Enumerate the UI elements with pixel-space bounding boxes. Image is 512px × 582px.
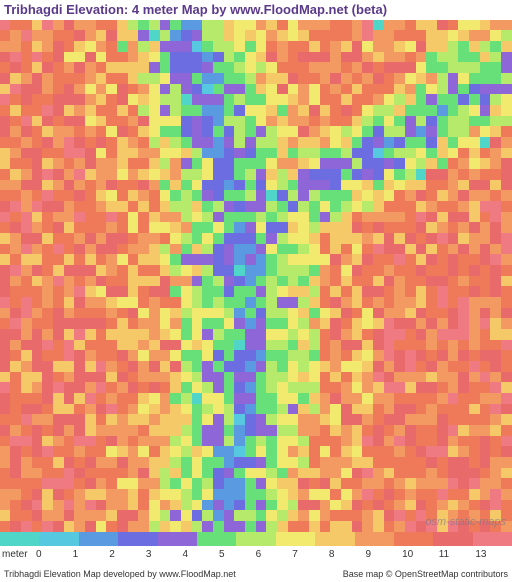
legend-bar — [0, 532, 512, 546]
legend-ticks: 0123456789101113 — [36, 549, 512, 560]
legend-tick: 10 — [402, 549, 439, 560]
legend-tick: 1 — [73, 549, 110, 560]
legend-tick: 8 — [329, 549, 366, 560]
legend-swatch — [118, 532, 157, 546]
legend-tick: 0 — [36, 549, 73, 560]
legend-swatch — [355, 532, 394, 546]
footer-left: Tribhagdi Elevation Map developed by www… — [4, 569, 236, 581]
footer: Tribhagdi Elevation Map developed by www… — [0, 568, 512, 582]
legend: meter 0123456789101113 — [0, 532, 512, 568]
legend-tick: 13 — [475, 549, 512, 560]
legend-tick: 5 — [219, 549, 256, 560]
legend-swatch — [236, 532, 275, 546]
legend-labels: meter 0123456789101113 — [0, 546, 512, 562]
legend-swatch — [79, 532, 118, 546]
legend-tick: 6 — [256, 549, 293, 560]
map-area: osm-static-maps — [0, 20, 512, 532]
legend-unit-label: meter — [0, 549, 36, 560]
legend-swatch — [394, 532, 433, 546]
legend-swatch — [473, 532, 512, 546]
legend-swatch — [158, 532, 197, 546]
legend-tick: 4 — [182, 549, 219, 560]
legend-swatch — [433, 532, 472, 546]
legend-tick: 7 — [292, 549, 329, 560]
legend-tick: 11 — [439, 549, 476, 560]
map-title: Tribhagdi Elevation: 4 meter Map by www.… — [0, 0, 512, 20]
legend-tick: 2 — [109, 549, 146, 560]
legend-swatch — [276, 532, 315, 546]
legend-swatch — [0, 532, 39, 546]
legend-swatch — [197, 532, 236, 546]
legend-tick: 3 — [146, 549, 183, 560]
legend-swatch — [39, 532, 78, 546]
legend-tick: 9 — [365, 549, 402, 560]
legend-swatch — [315, 532, 354, 546]
footer-right: Base map © OpenStreetMap contributors — [343, 569, 508, 581]
elevation-heatmap — [0, 20, 512, 532]
